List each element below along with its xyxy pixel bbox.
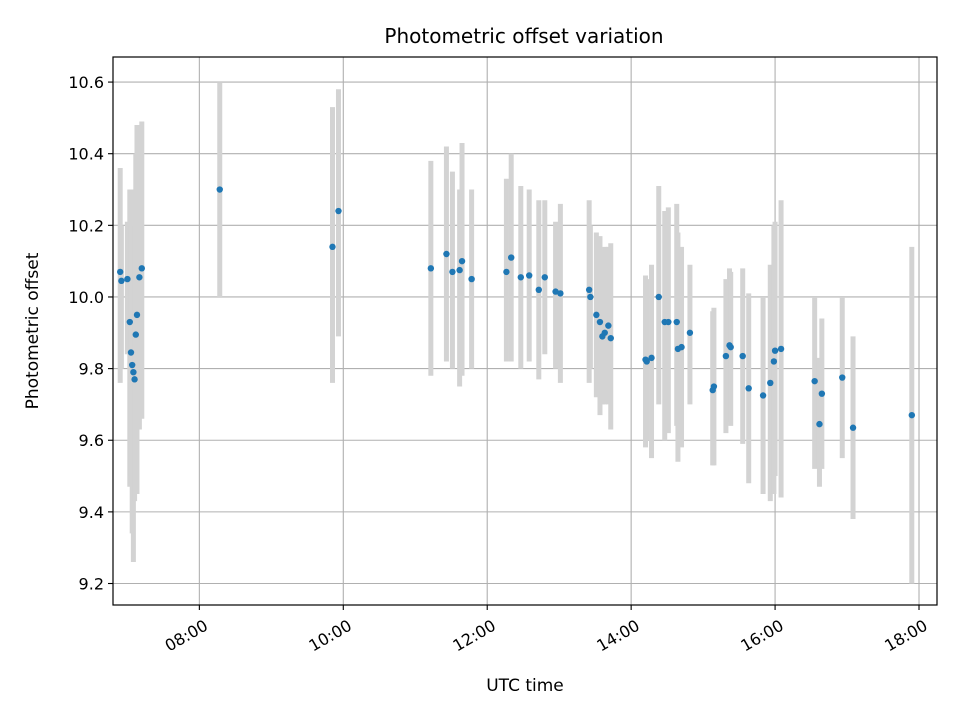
data-point (678, 343, 685, 351)
data-point (771, 347, 779, 354)
data-point (508, 254, 515, 261)
x-axis-title: UTC time (486, 676, 564, 696)
data-point (427, 265, 435, 272)
data-point (673, 318, 680, 326)
data-point (722, 352, 730, 360)
data-point (601, 329, 608, 336)
data-point (839, 374, 846, 381)
data-point (655, 293, 662, 301)
data-point (552, 288, 559, 295)
data-point (449, 268, 456, 276)
data-point (503, 268, 510, 276)
chart-title: Photometric offset variation (384, 24, 663, 48)
data-point (727, 343, 734, 351)
plot-frame (112, 56, 938, 606)
y-tick-label: 10.4 (68, 145, 104, 164)
data-point (131, 376, 138, 383)
data-point (517, 274, 525, 281)
data-point (116, 268, 124, 276)
data-point (908, 411, 916, 419)
data-point (593, 311, 600, 319)
data-point (607, 334, 614, 342)
data-point (468, 275, 475, 283)
data-point (811, 377, 818, 385)
data-point (458, 257, 466, 265)
data-point (130, 368, 137, 376)
data-point (686, 329, 694, 336)
data-point (456, 266, 463, 274)
y-tick-label: 9.4 (79, 503, 104, 522)
y-tick-label: 9.2 (79, 575, 104, 594)
y-tick-label: 9.6 (79, 431, 104, 450)
data-point (541, 274, 548, 281)
data-point (816, 420, 823, 428)
data-point (648, 354, 655, 362)
data-point (770, 358, 778, 365)
data-point (133, 311, 141, 319)
data-point (216, 186, 223, 193)
data-point (759, 392, 767, 399)
y-tick-label: 10.2 (68, 216, 104, 235)
data-point (739, 352, 746, 360)
data-point (124, 275, 131, 283)
data-point (849, 424, 857, 431)
data-point (525, 272, 533, 279)
data-point (605, 322, 612, 329)
data-point (535, 286, 542, 294)
data-point (585, 286, 593, 294)
data-point (127, 349, 135, 356)
y-tick-label: 9.8 (79, 360, 104, 379)
y-tick-label: 10.0 (68, 288, 104, 307)
data-point (665, 318, 672, 326)
grid (113, 57, 937, 605)
data-point (587, 293, 594, 301)
data-point (335, 207, 342, 215)
data-point (443, 250, 450, 258)
data-point (118, 277, 125, 285)
data-point (777, 345, 785, 353)
data-point (557, 290, 564, 297)
data-point (745, 385, 752, 392)
data-points (116, 186, 916, 431)
data-point (128, 361, 136, 369)
data-point (710, 383, 718, 390)
data-point (132, 331, 139, 338)
data-point (138, 265, 145, 272)
data-point (818, 390, 826, 397)
data-point (767, 379, 774, 387)
data-point (329, 243, 336, 251)
data-point (596, 318, 604, 326)
y-tick-label: 10.6 (68, 73, 104, 92)
data-point (643, 358, 650, 365)
y-axis-title: Photometric offset (23, 252, 43, 409)
data-point (136, 274, 143, 281)
data-point (126, 318, 133, 326)
